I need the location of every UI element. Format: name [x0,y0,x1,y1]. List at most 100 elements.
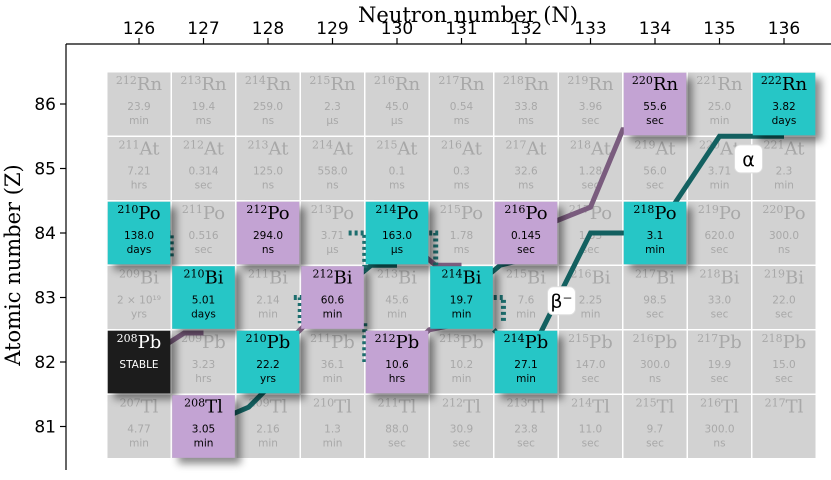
beta-dotted-210po [161,230,174,259]
cell-215pb-symbol: 215Pb [568,332,613,353]
nuclide-214bi-element: Bi [463,268,482,289]
cell-218bi-element: Bi [721,268,740,289]
cell-214at-halflife: 558.0 [317,166,347,178]
cell-218at-mass: 218 [570,139,591,152]
cell-221rn-halflife: 25.0 [708,101,731,113]
cell-210tl-symbol: 210Tl [313,397,352,418]
cell-210tl-bg [299,393,366,460]
cell-221rn-symbol: 221Rn [696,74,743,95]
cell-207tl-unit: min [129,438,149,450]
x-tick-label: 127 [187,19,219,39]
cell-217rn-unit: ms [454,115,470,127]
cell-214at-bg [299,135,366,202]
nuclide-212bi-symbol: 212Bi [313,268,353,289]
cell-211bi-element: Bi [269,268,288,289]
cell-212tl-bg [428,393,495,460]
cell-216rn-symbol: 216Rn [374,74,421,95]
cell-219at-halflife: 56.0 [643,166,666,178]
cell-217bi-halflife: 98.5 [643,295,666,307]
y-axis-label: Atomic number (Z) [1,164,25,366]
cell-213at-mass: 213 [248,139,269,152]
cell-216pb-unit: ns [649,373,661,385]
cell-212at-element: At [203,139,225,160]
nuclide-210po-box [107,201,171,265]
nuclide-220rn-symbol: 220Rn [632,74,679,95]
cell-211po-element: Po [203,203,225,224]
nuclide-218po-mass: 218 [633,203,654,216]
cell-209tl-unit: min [258,438,278,450]
cell-212at-bg [170,135,237,202]
cell-210tl-unit: min [323,438,343,450]
nuclide-212pb-box [365,330,429,394]
cell-215bi-halflife: 7.6 [518,295,535,307]
beta-dotted-210bi [293,295,303,324]
cell-219at-unit: sec [646,180,664,192]
nuclide-214pb-unit: min [516,373,536,385]
cell-214rn-mass: 214 [245,74,266,87]
cell-216pb-mass: 216 [633,332,654,345]
cell-214at-mass: 214 [312,139,333,152]
cell-214tl-unit: sec [582,438,600,450]
cell-213bi-unit: min [387,309,407,321]
cell-211at-unit: hrs [131,180,147,192]
cell-215bi-unit: min [516,309,536,321]
cell-220po-halflife: 300.0 [769,230,799,242]
cell-215at-halflife: 0.1 [389,166,406,178]
cell-215tl-unit: sec [646,438,664,450]
nuclide-208tl-box [172,395,235,458]
cell-214at-unit: ns [326,180,338,192]
cell-216tl-bg [686,393,753,460]
nuclide-214po-halflife: 163.0 [382,230,412,242]
nuclide-210bi-symbol: 210Bi [184,268,224,289]
nuclide-212po-halflife: 294.0 [253,230,283,242]
cell-211bi-unit: min [258,309,278,321]
cell-211at-element: At [139,139,161,160]
cell-219rn-halflife: 3.96 [579,101,603,113]
cell-214at-element: At [332,139,354,160]
nuclide-214pb-halflife: 27.1 [514,359,537,371]
cell-211at-mass: 211 [119,139,140,152]
cell-217at-unit: ms [518,180,534,192]
cell-212rn-bg [106,71,172,137]
nuclide-212po-unit: ns [262,244,274,256]
nuclide-210bi-element: Bi [205,268,224,289]
cell-215po-symbol: 215Po [440,203,483,224]
cell-213rn-bg [170,71,237,137]
cell-212rn-unit: min [129,115,149,127]
highlighted-nuclides: 220Rn55.6sec222Rn3.82days210Po138.0days2… [107,72,816,458]
cell-212tl-element: Tl [463,397,481,418]
cell-216tl-symbol: 216Tl [700,397,739,418]
cell-215rn-halflife: 2.3 [324,101,341,113]
cell-221at-mass: 221 [764,139,785,152]
nuclide-220rn-halflife: 55.6 [643,101,667,113]
cell-212rn-mass: 212 [116,74,137,87]
beta-dotted-214bi [493,295,506,324]
cell-211po-halflife: 0.516 [188,230,218,242]
cell-211pb-element: Pb [331,332,355,353]
nuclide-208tl: 208Tl 3.05 min [172,395,235,458]
cell-217rn-mass: 217 [438,74,459,87]
nuclide-208tl-element: Tl [205,397,223,418]
cell-212rn-halflife: 23.9 [127,101,150,113]
nuclide-212bi-mass: 212 [313,268,334,281]
cell-210tl-mass: 210 [313,397,334,410]
cell-216at-symbol: 216At [441,139,483,160]
cell-217at-mass: 217 [506,139,527,152]
cell-209pb-halflife: 3.23 [192,359,215,371]
nuclide-210pb-unit: yrs [260,373,276,385]
nuclide-214po-element: Po [396,203,418,224]
nuclide-210pb-element: Pb [267,332,291,353]
nuclide-216po: 216Po 0.145 sec [494,201,558,265]
x-tick-label: 129 [316,19,348,39]
cell-219bi-unit: sec [775,309,793,321]
cell-217tl-symbol: 217Tl [765,397,804,418]
cell-211tl-element: Tl [399,397,417,418]
cell-211pb-unit: min [323,373,343,385]
nuclide-214bi-halflife: 19.7 [450,295,473,307]
annotation-box [546,286,576,316]
nuclide-212pb-symbol: 212Pb [375,332,420,353]
cell-215rn-unit: µs [326,115,338,127]
cell-215pb-mass: 215 [568,332,589,345]
cell-221rn-element: Rn [717,74,743,95]
